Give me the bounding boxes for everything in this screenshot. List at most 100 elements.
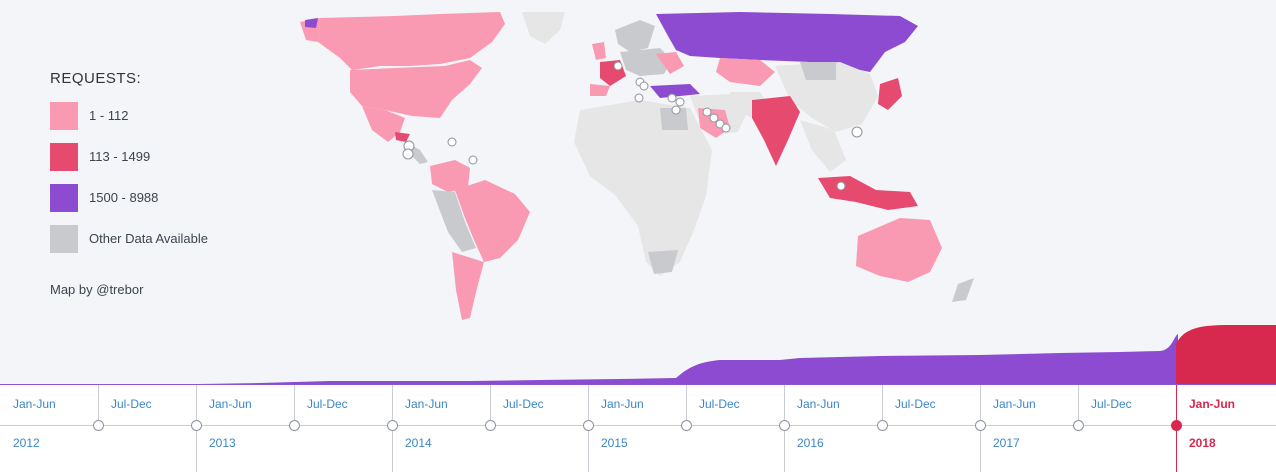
region-turkey[interactable] xyxy=(650,84,700,98)
marker-circle[interactable] xyxy=(671,105,681,115)
timeline-period[interactable]: Jul-Dec xyxy=(289,385,391,472)
marker-circle[interactable] xyxy=(667,93,677,103)
period-year-label[interactable]: 2018 xyxy=(1189,436,1216,450)
region-canada[interactable] xyxy=(318,12,505,70)
timeline-period[interactable]: Jan-Jun 2014 xyxy=(387,385,489,472)
region-spain[interactable] xyxy=(590,84,610,96)
timeline-period[interactable]: Jul-Dec xyxy=(681,385,783,472)
region-scandinavia[interactable] xyxy=(615,20,655,52)
region-mongolia[interactable] xyxy=(800,62,836,80)
timeline-tick[interactable] xyxy=(681,420,692,431)
timeline-tick[interactable] xyxy=(877,420,888,431)
region-new-zealand[interactable] xyxy=(952,278,974,302)
legend-item[interactable]: 1 - 112 xyxy=(50,101,208,130)
period-half-label[interactable]: Jan-Jun xyxy=(993,397,1036,411)
timeline-period[interactable]: Jan-Jun 2012 xyxy=(0,385,97,472)
world-map-svg xyxy=(300,12,974,320)
legend-title: REQUESTS: xyxy=(50,70,142,87)
timeline-period[interactable]: Jan-Jun 2013 xyxy=(191,385,293,472)
legend-label: 113 - 1499 xyxy=(89,149,151,164)
marker-circle[interactable] xyxy=(634,93,644,103)
timeline-tick[interactable] xyxy=(485,420,496,431)
timeline-period[interactable]: Jul-Dec xyxy=(93,385,195,472)
region-france[interactable] xyxy=(600,60,626,86)
region-southeast-asia[interactable] xyxy=(800,120,846,172)
region-colombia-venezuela[interactable] xyxy=(430,160,470,192)
region-indonesia[interactable] xyxy=(818,176,918,210)
period-half-label[interactable]: Jul-Dec xyxy=(699,397,740,411)
marker-circle[interactable] xyxy=(836,181,846,191)
legend-swatch xyxy=(50,142,78,171)
period-year-label[interactable]: 2016 xyxy=(797,436,824,450)
region-australia[interactable] xyxy=(856,218,942,282)
region-egypt[interactable] xyxy=(660,108,688,130)
marker-circle[interactable] xyxy=(639,81,649,91)
region-kazakhstan[interactable] xyxy=(716,58,775,86)
period-year-label[interactable]: 2017 xyxy=(993,436,1020,450)
region-south-africa[interactable] xyxy=(648,250,678,274)
period-year-label[interactable]: 2012 xyxy=(13,436,40,450)
timeline-period[interactable]: Jan-Jun 2018 xyxy=(1171,385,1273,472)
legend-label: 1 - 112 xyxy=(89,108,129,123)
region-japan[interactable] xyxy=(878,78,902,110)
region-peru-bolivia[interactable] xyxy=(432,190,476,252)
period-year-label[interactable]: 2013 xyxy=(209,436,236,450)
legend-item[interactable]: Other Data Available xyxy=(50,224,208,253)
region-alaska-tip[interactable] xyxy=(305,18,318,28)
period-half-label[interactable]: Jul-Dec xyxy=(307,397,348,411)
timeline-tick[interactable] xyxy=(1171,420,1182,431)
period-year-label[interactable]: 2015 xyxy=(601,436,628,450)
marker-circle[interactable] xyxy=(851,126,863,138)
region-russia[interactable] xyxy=(656,12,918,72)
legend-label: 1500 - 8988 xyxy=(89,190,159,205)
timeline-period[interactable]: Jan-Jun 2017 xyxy=(975,385,1077,472)
period-half-label[interactable]: Jan-Jun xyxy=(797,397,840,411)
timeline-tick[interactable] xyxy=(387,420,398,431)
period-year-label[interactable]: 2014 xyxy=(405,436,432,450)
timeline-period[interactable]: Jan-Jun 2015 xyxy=(583,385,685,472)
region-usa[interactable] xyxy=(350,60,482,118)
period-half-label[interactable]: Jan-Jun xyxy=(13,397,56,411)
marker-circle[interactable] xyxy=(675,97,685,107)
legend-item[interactable]: 113 - 1499 xyxy=(50,142,208,171)
marker-circle[interactable] xyxy=(447,137,457,147)
region-india[interactable] xyxy=(752,96,800,166)
region-uk[interactable] xyxy=(592,42,606,60)
region-eastern-europe[interactable] xyxy=(656,52,684,74)
timeline-tick[interactable] xyxy=(1073,420,1084,431)
period-half-label[interactable]: Jul-Dec xyxy=(1091,397,1132,411)
marker-circle[interactable] xyxy=(468,155,478,165)
timeline-tick[interactable] xyxy=(289,420,300,431)
region-mexico[interactable] xyxy=(362,106,405,142)
timeline-period[interactable]: Jan-Jun 2016 xyxy=(779,385,881,472)
timeline-tick[interactable] xyxy=(975,420,986,431)
timeline-tick[interactable] xyxy=(583,420,594,431)
marker-circle[interactable] xyxy=(709,113,719,123)
region-brazil[interactable] xyxy=(455,180,530,262)
region-china[interactable] xyxy=(775,62,878,132)
period-half-label[interactable]: Jul-Dec xyxy=(503,397,544,411)
period-divider xyxy=(686,385,687,424)
period-half-label[interactable]: Jul-Dec xyxy=(111,397,152,411)
timeline-period[interactable]: Jul-Dec xyxy=(485,385,587,472)
period-half-label[interactable]: Jul-Dec xyxy=(895,397,936,411)
period-half-label[interactable]: Jan-Jun xyxy=(209,397,252,411)
small-country-markers xyxy=(402,61,863,191)
timeline-tick[interactable] xyxy=(779,420,790,431)
timeline-period[interactable]: Jul-Dec xyxy=(877,385,979,472)
region-greenland[interactable] xyxy=(522,12,565,44)
period-half-label[interactable]: Jan-Jun xyxy=(1189,397,1236,411)
marker-circle[interactable] xyxy=(402,148,414,160)
timeline-tick[interactable] xyxy=(191,420,202,431)
marker-circle[interactable] xyxy=(613,61,623,71)
period-half-label[interactable]: Jan-Jun xyxy=(601,397,644,411)
region-africa[interactable] xyxy=(574,100,712,276)
region-guatemala[interactable] xyxy=(395,132,410,142)
timeline-period[interactable]: Jul-Dec xyxy=(1073,385,1175,472)
timeline-tick[interactable] xyxy=(93,420,104,431)
legend-item[interactable]: 1500 - 8988 xyxy=(50,183,208,212)
marker-circle[interactable] xyxy=(702,107,712,117)
period-half-label[interactable]: Jan-Jun xyxy=(405,397,448,411)
region-argentina-chile[interactable] xyxy=(452,252,484,320)
marker-circle[interactable] xyxy=(721,123,731,133)
